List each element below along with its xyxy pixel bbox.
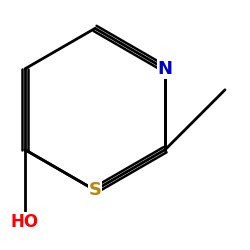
Text: S: S [88, 181, 102, 199]
Text: HO: HO [11, 212, 39, 230]
Text: S: S [158, 60, 172, 78]
Text: N: N [158, 60, 172, 78]
